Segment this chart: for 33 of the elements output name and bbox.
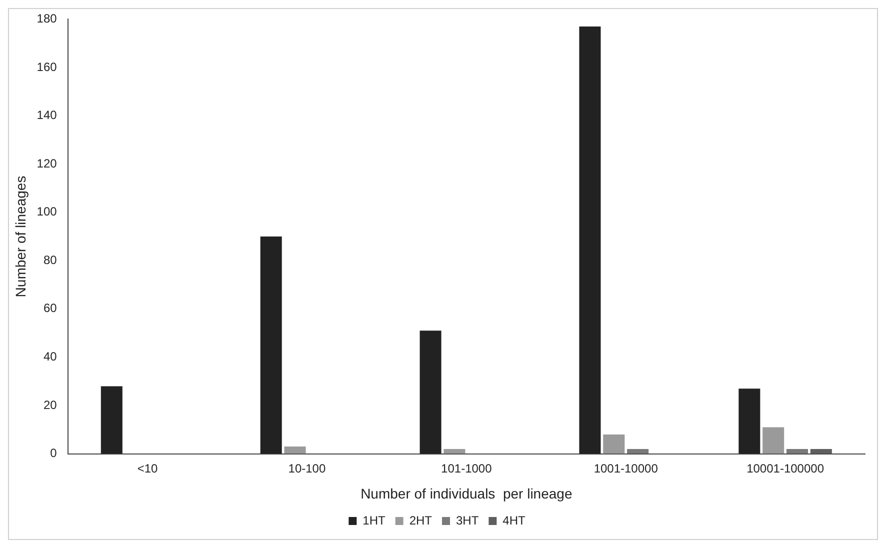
x-axis-title: Number of individuals per lineage bbox=[360, 485, 572, 502]
bar bbox=[579, 26, 601, 454]
bar bbox=[738, 388, 760, 454]
y-tick-label: 60 bbox=[43, 301, 58, 316]
y-tick-label: 0 bbox=[50, 446, 58, 460]
bar bbox=[100, 386, 122, 454]
y-tick-label: 180 bbox=[36, 12, 58, 26]
x-tick-label: <10 bbox=[137, 461, 158, 476]
x-tick-label: 1001-10000 bbox=[594, 461, 658, 476]
y-axis-title: Number of lineages bbox=[12, 176, 28, 298]
bar bbox=[762, 427, 784, 454]
bar bbox=[284, 446, 306, 454]
y-tick-label: 20 bbox=[43, 398, 58, 412]
bar bbox=[444, 448, 466, 454]
bar bbox=[810, 448, 832, 454]
y-tick-label: 120 bbox=[36, 156, 58, 170]
y-tick-label: 160 bbox=[36, 60, 58, 74]
bar bbox=[260, 236, 282, 454]
bar bbox=[786, 448, 808, 454]
y-tick-label: 140 bbox=[36, 108, 58, 122]
bar bbox=[420, 330, 442, 454]
bar bbox=[603, 434, 625, 454]
x-tick-label: 101-1000 bbox=[441, 461, 492, 476]
legend-label: 2HT bbox=[409, 513, 433, 528]
x-tick-label: 10001-100000 bbox=[746, 461, 824, 476]
x-tick-label: 10-100 bbox=[288, 461, 326, 476]
y-tick-label: 80 bbox=[43, 252, 58, 267]
y-tick-label: 100 bbox=[36, 204, 58, 219]
legend-label: 3HT bbox=[456, 513, 480, 528]
legend-label: 1HT bbox=[362, 513, 386, 528]
y-tick-label: 40 bbox=[43, 350, 58, 364]
legend-label: 4HT bbox=[502, 513, 526, 528]
bar bbox=[627, 448, 649, 454]
